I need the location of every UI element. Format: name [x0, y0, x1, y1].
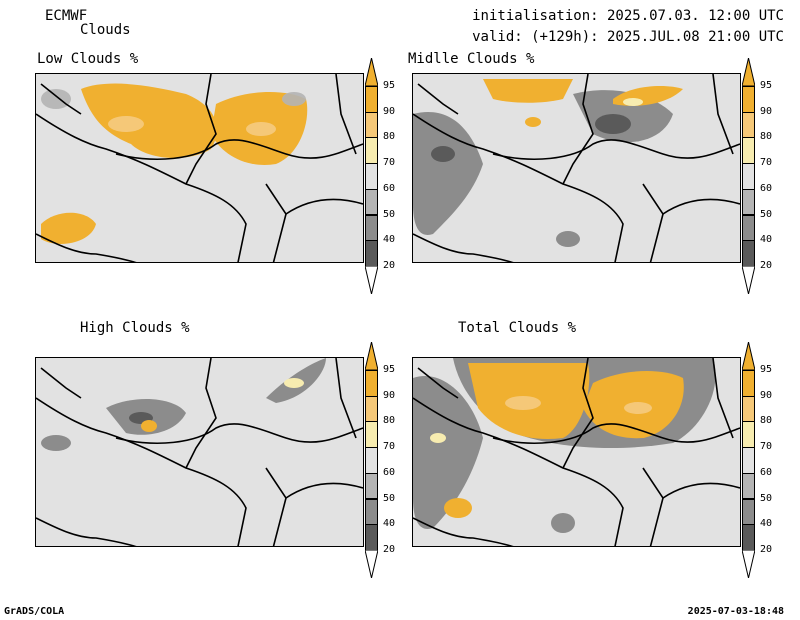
colorbar-top-arrow [742, 342, 755, 370]
colorbar-tick-label: 90 [383, 389, 396, 401]
colorbar-segment [742, 498, 755, 526]
panel-title-total: Total Clouds % [458, 320, 577, 336]
model-label: ECMWF [45, 8, 88, 24]
colorbar-segment [742, 370, 755, 397]
colorbar-tick-label: 40 [383, 518, 396, 530]
colorbar-segment [365, 163, 378, 190]
colorbar-tick-label: 80 [760, 415, 773, 427]
colorbar-segment [742, 163, 755, 190]
colorbar-bottom-arrow [742, 265, 755, 294]
colorbar-segment [742, 447, 755, 474]
colorbar-segment [365, 370, 378, 397]
colorbar-segment [742, 214, 755, 242]
low-clouds-field [36, 74, 363, 262]
colorbar-segment [365, 240, 378, 267]
colorbar-segment [365, 421, 378, 449]
colorbar-segment [365, 188, 378, 216]
colorbar-tick-label: 60 [383, 466, 396, 478]
colorbar-tick-label: 50 [760, 492, 773, 504]
initialisation-label: initialisation: 2025.07.03. 12:00 UTC [472, 8, 784, 24]
colorbar-tick-label: 60 [760, 466, 773, 478]
colorbar-tick-label: 60 [760, 182, 773, 194]
colorbar-segment [742, 111, 755, 139]
colorbar-segment [365, 524, 378, 551]
middle-clouds-field [413, 74, 740, 262]
panel-title-low: Low Clouds % [37, 51, 139, 67]
map-low-clouds [35, 73, 364, 263]
colorbar-tick-label: 40 [760, 234, 773, 246]
colorbar-tick-label: 20 [760, 543, 773, 555]
colorbar-tick-label: 20 [760, 259, 773, 271]
colorbar-tick-label: 95 [383, 80, 396, 91]
colorbar-segment [365, 137, 378, 165]
colorbar-tick-label: 20 [383, 543, 396, 555]
panel-title-middle: Midlle Clouds % [408, 51, 535, 67]
colorbar-segment [365, 86, 378, 113]
colorbar-segment [742, 86, 755, 113]
colorbar-segment [365, 498, 378, 526]
colorbar-tick-label: 40 [760, 518, 773, 530]
colorbar-tick-label: 90 [383, 105, 396, 117]
colorbar-segment [365, 214, 378, 242]
panel-title-high: High Clouds % [80, 320, 190, 336]
high-clouds-field [36, 358, 363, 546]
colorbar-segment [742, 421, 755, 449]
map-high-clouds [35, 357, 364, 547]
colorbar-tick-label: 70 [383, 157, 396, 169]
valid-label: valid: (+129h): 2025.JUL.08 21:00 UTC [472, 29, 784, 45]
colorbar-tick-label: 90 [760, 105, 773, 117]
colorbar-tick-label: 50 [760, 208, 773, 220]
colorbar-segment [742, 188, 755, 216]
colorbar-segment [365, 395, 378, 423]
colorbar-tick-label: 20 [383, 259, 396, 271]
colorbar-segment [742, 524, 755, 551]
colorbar-tick-label: 95 [383, 364, 396, 375]
colorbar-tick-label: 80 [383, 131, 396, 143]
colorbar-tick-label: 95 [760, 364, 773, 375]
colorbar-bottom-arrow [365, 549, 378, 578]
colorbar-segment [365, 111, 378, 139]
colorbar-tick-label: 40 [383, 234, 396, 246]
colorbar-tick-label: 80 [760, 131, 773, 143]
colorbar-tick-label: 80 [383, 415, 396, 427]
footer-left-label: GrADS/COLA [4, 606, 65, 617]
colorbar-top-arrow [365, 58, 378, 86]
colorbar-tick-label: 70 [383, 441, 396, 453]
colorbar-tick-label: 70 [760, 157, 773, 169]
colorbar-bottom-arrow [365, 265, 378, 294]
total-clouds-field [413, 358, 740, 546]
colorbar-segment [742, 472, 755, 500]
colorbar-segment [365, 447, 378, 474]
colorbar-segment [742, 395, 755, 423]
colorbar-segment [742, 137, 755, 165]
colorbar-top-arrow [742, 58, 755, 86]
colorbar-tick-label: 60 [383, 182, 396, 194]
footer-timestamp: 2025-07-03-18:48 [687, 606, 784, 617]
colorbar-tick-label: 50 [383, 208, 396, 220]
product-label: Clouds [80, 22, 131, 38]
colorbar-tick-label: 50 [383, 492, 396, 504]
colorbar-tick-label: 90 [760, 389, 773, 401]
colorbar-bottom-arrow [742, 549, 755, 578]
colorbar-tick-label: 70 [760, 441, 773, 453]
colorbar-segment [742, 240, 755, 267]
colorbar-top-arrow [365, 342, 378, 370]
map-total-clouds [412, 357, 741, 547]
colorbar-segment [365, 472, 378, 500]
map-middle-clouds [412, 73, 741, 263]
colorbar-tick-label: 95 [760, 80, 773, 91]
